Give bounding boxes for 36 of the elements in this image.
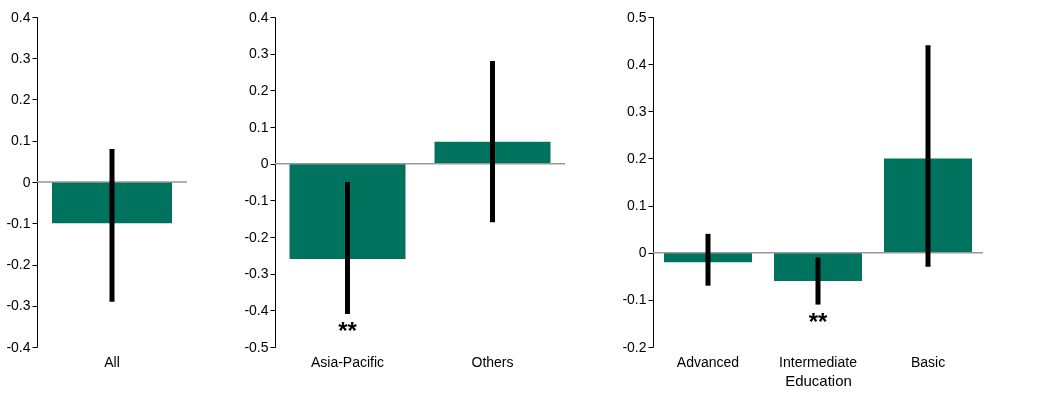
y-tick-label: 0.2	[249, 81, 269, 98]
annotation: **	[808, 307, 828, 335]
y-tick-label: 0.5	[627, 8, 647, 25]
y-tick-label: 0	[22, 173, 31, 190]
x-tick-label: Basic	[910, 353, 946, 370]
x-axis-title: Education	[785, 371, 852, 389]
x-tick-label: Advanced	[676, 353, 740, 370]
y-tick-label: 0.2	[627, 149, 647, 166]
y-tick-label: -0.3	[244, 265, 269, 282]
y-tick-label: 0.4	[627, 55, 647, 72]
y-tick-label: 0.2	[11, 91, 31, 107]
x-tick-label: Asia-Pacific	[310, 353, 385, 370]
y-tick-label: 0.3	[627, 102, 647, 119]
y-tick-label: -0.2	[622, 338, 647, 355]
y-tick-label: 0	[260, 155, 269, 172]
y-tick-label: 0.1	[627, 197, 647, 214]
y-tick-label: 0.4	[249, 8, 269, 25]
y-tick-label: 0.4	[11, 8, 31, 25]
y-tick-label: -0.1	[6, 214, 31, 231]
y-tick-label: 0.3	[11, 49, 31, 66]
y-tick-label: 0.1	[249, 118, 269, 135]
y-tick-label: -0.4	[6, 338, 31, 355]
x-tick-label: All	[104, 353, 120, 370]
y-tick-label: 0.1	[11, 132, 31, 149]
y-tick-label: -0.1	[244, 191, 269, 208]
y-tick-label: 0	[638, 244, 647, 261]
x-tick-label: Intermediate	[779, 353, 858, 370]
annotation: **	[338, 317, 358, 344]
x-tick-label: Others	[471, 353, 514, 370]
y-tick-label: -0.2	[6, 256, 31, 272]
y-tick-label: -0.4	[244, 301, 269, 318]
y-tick-label: -0.5	[244, 338, 269, 355]
y-tick-label: -0.1	[622, 291, 647, 308]
y-tick-label: 0.3	[249, 45, 269, 62]
y-tick-label: -0.3	[6, 297, 31, 314]
y-tick-label: -0.2	[244, 228, 269, 245]
